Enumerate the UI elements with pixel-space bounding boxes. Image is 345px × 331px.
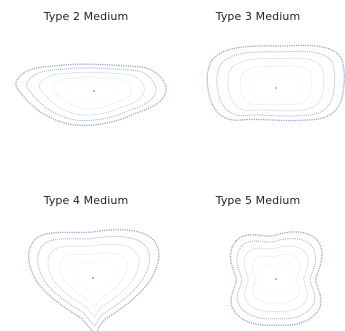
panel-type-2: Type 2 Medium [0, 0, 172, 165]
contour-line [15, 63, 167, 127]
contour-line [236, 238, 317, 320]
contour-line [243, 245, 309, 312]
contour-line [239, 65, 312, 106]
contour-line [59, 252, 128, 308]
type-2-contour-plot [15, 63, 167, 127]
contour-line [26, 67, 157, 122]
center-dot [92, 277, 94, 279]
center-dot [275, 278, 277, 280]
contour-line [38, 71, 145, 116]
panel-title: Type 4 Medium [43, 194, 129, 207]
type-5-contour-plot [229, 231, 323, 327]
contour-line [229, 231, 323, 327]
center-dot [275, 87, 277, 89]
type-5-contours [229, 231, 323, 327]
panel-title: Type 3 Medium [215, 10, 301, 23]
center-dot [93, 90, 95, 92]
type-3-contours [206, 44, 345, 122]
panel-title: Type 5 Medium [215, 194, 301, 207]
panel-title: Type 2 Medium [43, 10, 129, 23]
contour-line [47, 243, 140, 318]
type-4-contour-plot [27, 229, 160, 331]
contour-line [252, 254, 301, 304]
contour-line [216, 50, 336, 117]
contour-line [206, 44, 345, 122]
contour-line [253, 73, 299, 99]
type-3-contour-plot [206, 44, 345, 122]
panel-type-3: Type 3 Medium [172, 0, 345, 165]
contour-line [71, 261, 115, 297]
contour-line [53, 76, 132, 110]
contour-line [27, 229, 160, 331]
panel-type-5: Type 5 Medium [172, 166, 344, 331]
contour-line [37, 235, 151, 327]
contour-line [260, 263, 292, 295]
panel-type-4: Type 4 Medium [0, 166, 172, 331]
contour-line [227, 57, 325, 112]
type-4-contours [27, 229, 160, 331]
type-2-contours [15, 63, 167, 127]
contour-line [68, 82, 118, 103]
